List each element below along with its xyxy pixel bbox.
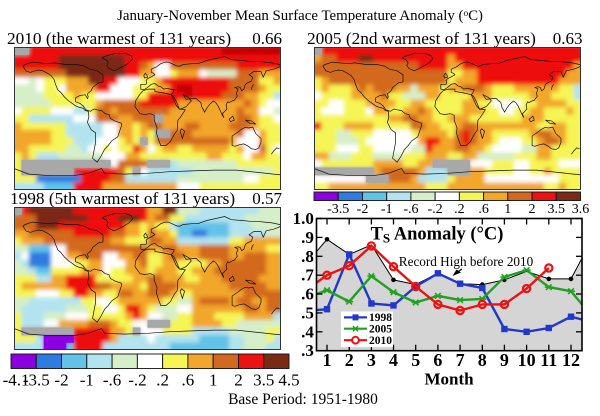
svg-text:2005 (2nd warmest of 131 years: 2005 (2nd warmest of 131 years)	[307, 29, 536, 48]
svg-text:1: 1	[209, 371, 218, 390]
svg-text:5: 5	[411, 350, 420, 370]
svg-text:0.66: 0.66	[252, 29, 282, 48]
svg-text:11: 11	[540, 350, 557, 370]
svg-text:2010: 2010	[369, 335, 392, 347]
svg-text:.4: .4	[301, 322, 314, 341]
svg-text:.6: .6	[478, 202, 489, 217]
svg-text:.5: .5	[301, 303, 314, 322]
svg-text:3: 3	[367, 350, 376, 370]
svg-text:6: 6	[433, 350, 442, 370]
svg-text:-.6: -.6	[103, 371, 121, 390]
svg-text:.6: .6	[182, 371, 195, 390]
svg-text:4.5: 4.5	[278, 371, 299, 390]
svg-text:0.57: 0.57	[252, 189, 282, 208]
svg-text:1998 (5th warmest of 131 years: 1998 (5th warmest of 131 years)	[10, 189, 235, 208]
svg-text:-3.5: -3.5	[23, 371, 50, 390]
svg-text:-2: -2	[357, 202, 369, 217]
svg-text:January-November Mean Surface: January-November Mean Surface Temperatur…	[117, 8, 483, 24]
svg-text:Record High before 2010: Record High before 2010	[399, 254, 534, 269]
svg-text:8: 8	[478, 350, 487, 370]
svg-text:-3.5: -3.5	[327, 202, 349, 217]
svg-text:1.0: 1.0	[293, 209, 314, 228]
svg-text:-1: -1	[381, 202, 393, 217]
svg-text:-4.1: -4.1	[3, 371, 30, 390]
svg-text:.6: .6	[301, 285, 314, 304]
svg-text:.2: .2	[156, 371, 169, 390]
svg-text:3.5: 3.5	[253, 371, 274, 390]
svg-text:2: 2	[234, 371, 243, 390]
svg-text:2005: 2005	[369, 324, 392, 336]
svg-text:-.2: -.2	[428, 202, 443, 217]
svg-text:-.2: -.2	[128, 371, 146, 390]
svg-text:TS Anomaly (°C): TS Anomaly (°C)	[371, 225, 504, 246]
svg-text:1: 1	[504, 202, 511, 217]
svg-text:2: 2	[345, 350, 354, 370]
svg-text:-1: -1	[80, 371, 94, 390]
svg-text:3.5: 3.5	[548, 202, 566, 217]
svg-text:.2: .2	[454, 202, 465, 217]
svg-text:1998: 1998	[369, 312, 392, 324]
svg-text:Month: Month	[424, 370, 474, 389]
svg-text:.9: .9	[301, 228, 314, 247]
svg-text:-.6: -.6	[403, 202, 418, 217]
svg-text:7: 7	[456, 350, 465, 370]
svg-text:4: 4	[389, 350, 398, 370]
svg-text:10: 10	[518, 350, 536, 370]
svg-text:9: 9	[500, 350, 509, 370]
svg-text:.3: .3	[301, 341, 314, 360]
svg-text:Base Period: 1951-1980: Base Period: 1951-1980	[228, 391, 378, 408]
svg-text:2010 (the warmest of 131 years: 2010 (the warmest of 131 years)	[7, 29, 231, 48]
svg-text:0.63: 0.63	[553, 29, 583, 48]
svg-text:.8: .8	[301, 247, 314, 266]
svg-text:2: 2	[529, 202, 536, 217]
svg-text:3.6: 3.6	[572, 202, 590, 217]
svg-text:12: 12	[562, 350, 580, 370]
svg-text:.7: .7	[301, 266, 314, 285]
svg-text:-2: -2	[54, 371, 68, 390]
svg-text:1: 1	[323, 350, 332, 370]
